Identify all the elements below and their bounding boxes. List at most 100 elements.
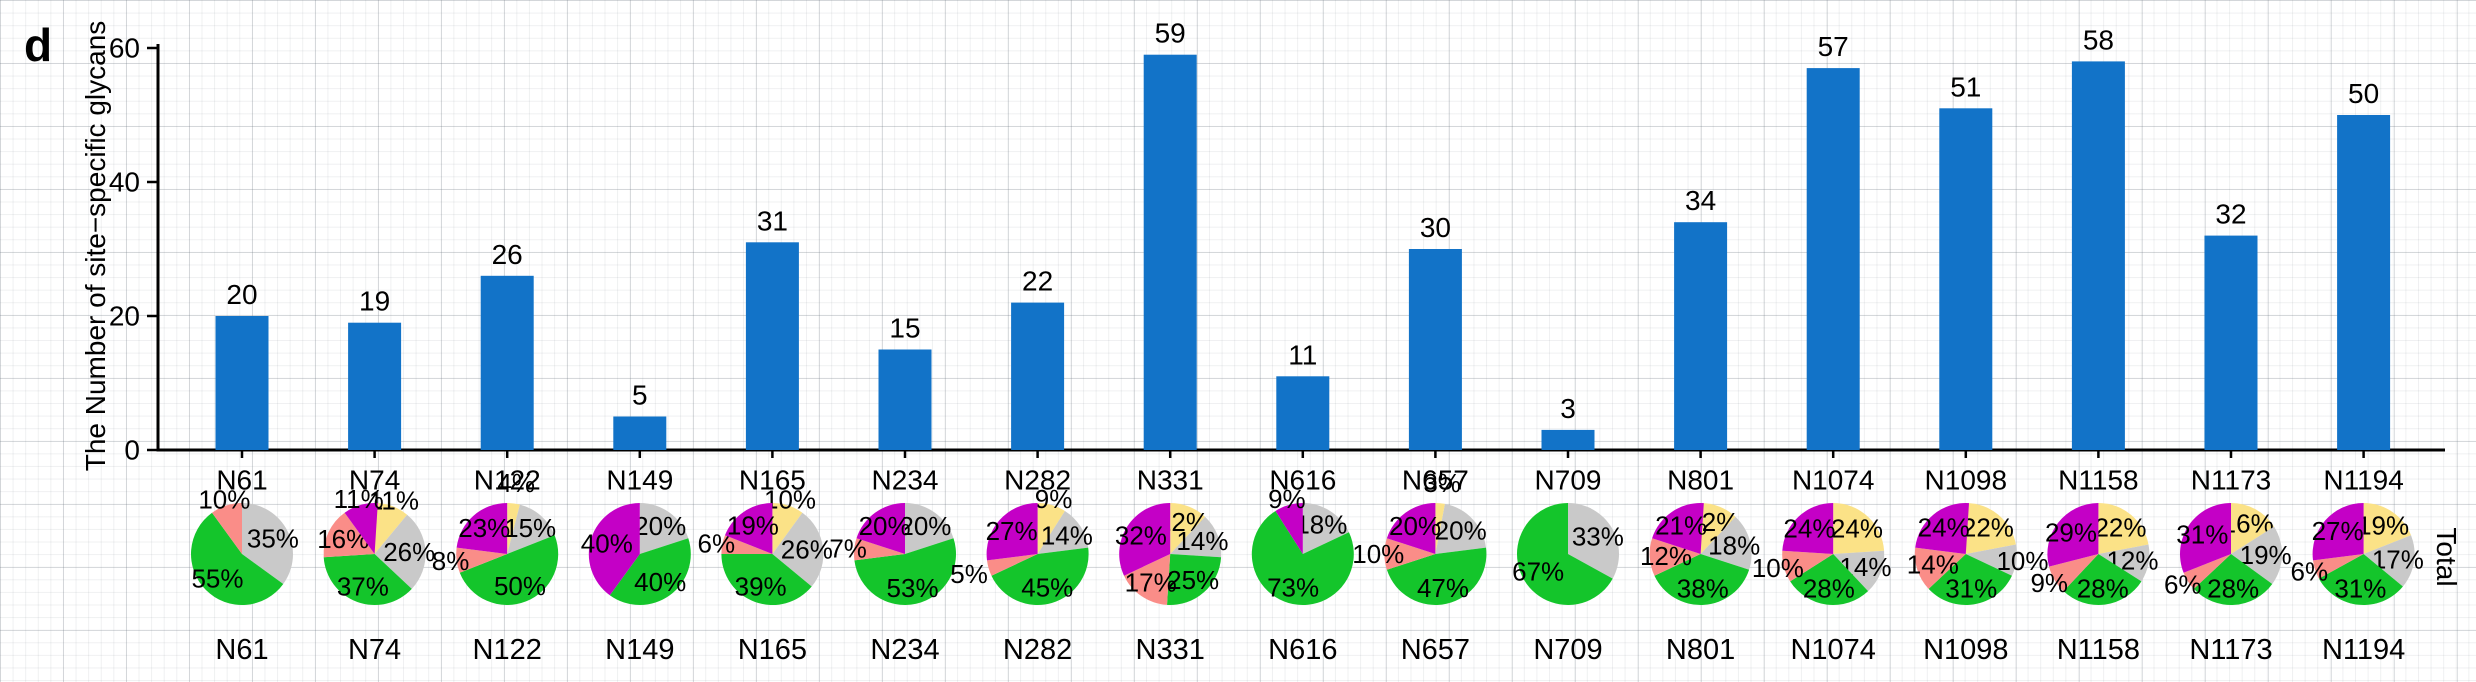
pie-slice [1302,503,1349,554]
pie-slice [1833,503,1885,554]
x-tick-label: N1173 [2191,465,2271,496]
pie-slice [1833,550,1885,592]
pie-slice [1782,503,1834,554]
pie-percent-label: 22% [2094,512,2146,542]
pie-slice [1649,538,1701,576]
panel-letter-label: d [24,19,53,71]
pie-slice [2318,554,2403,606]
pie-slice [1790,554,1869,605]
bar [1806,68,1860,450]
pie-site-label: N74 [348,634,401,666]
pie-percent-label: 38% [1677,574,1729,604]
pie-percent-label: 20% [1389,511,1441,541]
pie-slice [1386,503,1436,554]
pie-slice [456,547,508,573]
pie-slice [2098,503,2149,554]
pie-site-label: N165 [738,634,807,666]
y-tick-label: 20 [109,301,140,332]
pie-slice [1965,544,2017,576]
pie-site-label: N801 [1666,634,1735,666]
pie-percent-label: 25% [1167,565,1219,595]
pie-slice [905,503,954,554]
pie-slice [1652,503,1704,554]
y-tick-label: 60 [109,33,140,64]
bar-value-label: 57 [1818,31,1849,62]
pie-percent-label: 50% [494,571,546,601]
pie-slice [854,538,905,561]
y-tick-label: 0 [124,435,140,466]
pie-slice [772,512,824,587]
pie-percent-label: 23% [458,513,510,543]
pie-slice [991,547,1089,605]
pie-percent-label: 18% [1295,510,1347,540]
pie-percent-label: 10% [198,485,250,515]
x-tick-label: N616 [1269,465,1336,496]
pie-slice [2363,535,2415,587]
pie-percent-label: 14% [1176,526,1228,556]
x-tick-label: N331 [1137,465,1204,496]
pie-slice [1384,538,1436,570]
pie-slice [1124,554,1171,605]
pie-site-label: N1194 [2322,634,2405,666]
pie-slice [772,503,803,554]
pie-slice [456,503,508,554]
bar-value-label: 32 [2215,199,2246,230]
pie-slice [1251,510,1354,605]
bar-value-label: 30 [1420,212,1451,243]
bar [2071,61,2125,451]
pie-percent-label: 37% [337,572,389,602]
bar-value-label: 58 [2083,24,2114,55]
pie-percent-label: 26% [781,535,833,565]
pie-site-label: N1074 [1790,634,1875,666]
x-tick-label: N61 [216,465,267,496]
bar-value-label: 3 [1560,393,1576,424]
pie-slice [1119,503,1171,576]
bar-value-label: 19 [359,286,390,317]
pie-percent-label: 31% [2334,574,2386,604]
bar-value-label: 26 [492,239,523,270]
pie-slice [1928,554,2012,605]
pie-percent-label: 47% [1417,573,1469,603]
pie-percent-label: 5% [950,559,988,589]
pie-slice [323,554,412,605]
bar [1011,302,1065,450]
bar [1674,222,1728,450]
pie-site-label: N709 [1533,634,1602,666]
x-tick-label: N149 [606,465,673,496]
pie-site-label: N657 [1401,634,1470,666]
pie-percent-label: 39% [735,572,787,602]
pie-percent-label: 29% [2045,518,2097,548]
y-tick-label: 40 [109,167,140,198]
bar-value-label: 11 [1288,339,1317,370]
pie-percent-label: 17% [1125,568,1177,598]
pie-slice [1568,503,1620,579]
pie-percent-label: 53% [887,573,939,603]
bar [480,275,534,450]
pie-percent-label: 20% [899,511,951,541]
pie-slice [2047,503,2099,567]
pie-slice [2231,526,2283,584]
pie-slice [2231,503,2275,554]
pie-percent-label: 18% [1708,530,1760,560]
pie-percent-label: 9% [1268,484,1306,514]
pie-slice [2063,554,2142,605]
pie-slice [588,503,640,596]
bar [2337,115,2391,450]
pie-site-label: N149 [605,634,674,666]
x-tick-label: N801 [1667,465,1734,496]
pie-percent-label: 55% [191,564,243,594]
pie-row-total-label: Total [2431,527,2462,587]
pie-slice [2098,544,2150,582]
x-tick-label: N657 [1402,465,1469,496]
pie-percent-label: 8% [432,546,470,576]
x-tick-label: N122 [474,465,541,496]
pie-slice [459,535,559,605]
pie-percent-label: 20% [634,511,686,541]
pie-slice [212,503,242,554]
pie-percent-label: 32% [1115,520,1167,550]
bar [745,242,799,450]
bar-value-label: 20 [226,279,257,310]
pie-percent-label: 20% [859,511,911,541]
pie-site-label: N331 [1136,634,1205,666]
